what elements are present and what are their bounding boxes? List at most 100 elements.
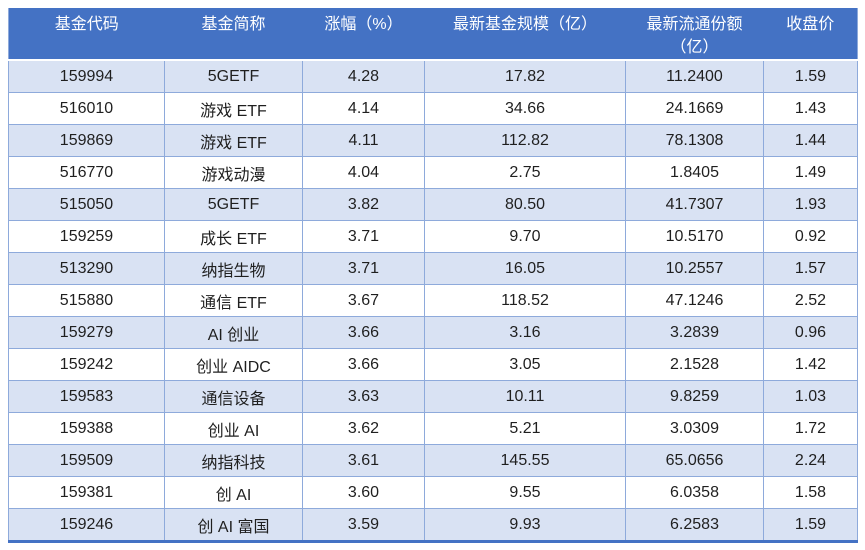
cell: 516010 <box>8 92 165 125</box>
cell: 通信设备 <box>164 380 303 413</box>
column-header-fund-code: 基金代码 <box>8 8 165 61</box>
cell: 0.92 <box>763 220 858 253</box>
table-row: 159279 AI 创业 3.66 3.16 3.2839 0.96 <box>8 316 858 349</box>
cell: 3.71 <box>302 220 425 253</box>
table-row: 159583 通信设备 3.63 10.11 9.8259 1.03 <box>8 380 858 413</box>
cell: 1.42 <box>763 348 858 381</box>
cell: 0.96 <box>763 316 858 349</box>
table-row: 159259 成长 ETF 3.71 9.70 10.5170 0.92 <box>8 220 858 253</box>
table-row: 159509 纳指科技 3.61 145.55 65.0656 2.24 <box>8 444 858 477</box>
cell: 3.71 <box>302 252 425 285</box>
cell: 3.60 <box>302 476 425 509</box>
cell: 4.14 <box>302 92 425 125</box>
column-header-closing-price: 收盘价 <box>763 8 858 61</box>
column-header-fund-size: 最新基金规模（亿） <box>424 8 626 61</box>
table-row: 159388 创业 AI 3.62 5.21 3.0309 1.72 <box>8 412 858 445</box>
table-row: 515880 通信 ETF 3.67 118.52 47.1246 2.52 <box>8 284 858 317</box>
cell: 65.0656 <box>625 444 764 477</box>
cell: 游戏 ETF <box>164 92 303 125</box>
cell: 3.63 <box>302 380 425 413</box>
cell: 34.66 <box>424 92 626 125</box>
cell: 159246 <box>8 508 165 542</box>
cell: 3.2839 <box>625 316 764 349</box>
cell: 3.82 <box>302 188 425 221</box>
cell: 1.58 <box>763 476 858 509</box>
column-header-change-percent: 涨幅（%） <box>302 8 425 61</box>
cell: AI 创业 <box>164 316 303 349</box>
table-header: 基金代码 基金简称 涨幅（%） 最新基金规模（亿） 最新流通份额（亿） 收盘价 <box>8 8 858 61</box>
cell: 5GETF <box>164 188 303 221</box>
header-row: 基金代码 基金简称 涨幅（%） 最新基金规模（亿） 最新流通份额（亿） 收盘价 <box>8 8 858 61</box>
cell: 9.55 <box>424 476 626 509</box>
cell: 9.93 <box>424 508 626 542</box>
cell: 2.52 <box>763 284 858 317</box>
cell: 1.03 <box>763 380 858 413</box>
table-row: 516770 游戏动漫 4.04 2.75 1.8405 1.49 <box>8 156 858 189</box>
cell: 159242 <box>8 348 165 381</box>
cell: 515050 <box>8 188 165 221</box>
cell: 5GETF <box>164 59 303 93</box>
cell: 1.8405 <box>625 156 764 189</box>
cell: 513290 <box>8 252 165 285</box>
cell: 1.44 <box>763 124 858 157</box>
cell: 159388 <box>8 412 165 445</box>
cell: 10.11 <box>424 380 626 413</box>
cell: 通信 ETF <box>164 284 303 317</box>
cell: 3.67 <box>302 284 425 317</box>
cell: 3.05 <box>424 348 626 381</box>
cell: 118.52 <box>424 284 626 317</box>
cell: 159869 <box>8 124 165 157</box>
cell: 1.59 <box>763 508 858 542</box>
cell: 3.61 <box>302 444 425 477</box>
cell: 2.75 <box>424 156 626 189</box>
cell: 4.11 <box>302 124 425 157</box>
cell: 159509 <box>8 444 165 477</box>
cell: 515880 <box>8 284 165 317</box>
cell: 80.50 <box>424 188 626 221</box>
fund-table: 基金代码 基金简称 涨幅（%） 最新基金规模（亿） 最新流通份额（亿） 收盘价 … <box>8 8 858 543</box>
cell: 47.1246 <box>625 284 764 317</box>
table-row: 159381 创 AI 3.60 9.55 6.0358 1.58 <box>8 476 858 509</box>
column-header-fund-name: 基金简称 <box>164 8 303 61</box>
cell: 1.59 <box>763 59 858 93</box>
cell: 3.66 <box>302 316 425 349</box>
cell: 159381 <box>8 476 165 509</box>
cell: 2.24 <box>763 444 858 477</box>
cell: 10.5170 <box>625 220 764 253</box>
cell: 纳指生物 <box>164 252 303 285</box>
table-row: 159869 游戏 ETF 4.11 112.82 78.1308 1.44 <box>8 124 858 157</box>
cell: 1.57 <box>763 252 858 285</box>
cell: 1.72 <box>763 412 858 445</box>
cell: 创业 AI <box>164 412 303 445</box>
cell: 4.28 <box>302 59 425 93</box>
cell: 159259 <box>8 220 165 253</box>
cell: 159279 <box>8 316 165 349</box>
cell: 1.93 <box>763 188 858 221</box>
cell: 3.62 <box>302 412 425 445</box>
table-row: 516010 游戏 ETF 4.14 34.66 24.1669 1.43 <box>8 92 858 125</box>
cell: 6.0358 <box>625 476 764 509</box>
cell: 159583 <box>8 380 165 413</box>
table-row: 159242 创业 AIDC 3.66 3.05 2.1528 1.42 <box>8 348 858 381</box>
cell: 1.43 <box>763 92 858 125</box>
cell: 9.8259 <box>625 380 764 413</box>
cell: 17.82 <box>424 59 626 93</box>
cell: 成长 ETF <box>164 220 303 253</box>
cell: 112.82 <box>424 124 626 157</box>
cell: 创 AI 富国 <box>164 508 303 542</box>
cell: 9.70 <box>424 220 626 253</box>
table-row: 159994 5GETF 4.28 17.82 11.2400 1.59 <box>8 59 858 93</box>
cell: 3.16 <box>424 316 626 349</box>
cell: 41.7307 <box>625 188 764 221</box>
table-row: 515050 5GETF 3.82 80.50 41.7307 1.93 <box>8 188 858 221</box>
table-row: 159246 创 AI 富国 3.59 9.93 6.2583 1.59 <box>8 508 858 542</box>
table-row: 513290 纳指生物 3.71 16.05 10.2557 1.57 <box>8 252 858 285</box>
cell: 5.21 <box>424 412 626 445</box>
cell: 游戏 ETF <box>164 124 303 157</box>
cell: 3.0309 <box>625 412 764 445</box>
cell: 11.2400 <box>625 59 764 93</box>
cell: 78.1308 <box>625 124 764 157</box>
cell: 16.05 <box>424 252 626 285</box>
cell: 6.2583 <box>625 508 764 542</box>
